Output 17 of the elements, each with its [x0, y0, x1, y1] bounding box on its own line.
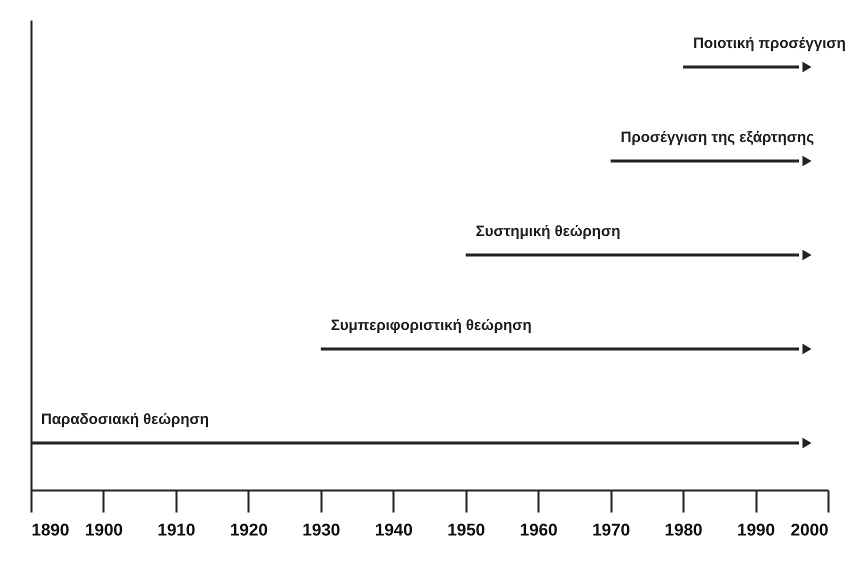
x-tick-label: 2000: [790, 520, 828, 540]
x-tick-label: 1960: [520, 520, 558, 540]
x-tick-label: 1930: [302, 520, 340, 540]
y-tick-label: Παραδοσιακή θεώρηση: [41, 411, 209, 428]
x-tick-label: 1910: [157, 520, 196, 540]
y-tick-label: Ποιοτική προσέγγιση: [693, 35, 846, 52]
x-tick-label: 1950: [447, 520, 486, 540]
x-tick-label: 1940: [374, 520, 413, 540]
y-tick-label: Συμπεριφοριστική θεώρηση: [330, 317, 532, 334]
x-tick-label: 1980: [664, 520, 703, 540]
y-tick-label: Συστημική θεώρηση: [476, 223, 620, 240]
x-tick-label: 1990: [737, 520, 775, 540]
x-tick-label: 1970: [592, 520, 630, 540]
x-tick-label: 1920: [230, 520, 268, 540]
x-tick-label: 1890: [32, 520, 70, 540]
y-tick-label: Προσέγγιση της εξάρτησης: [620, 129, 814, 146]
x-tick-label: 1900: [85, 520, 123, 540]
